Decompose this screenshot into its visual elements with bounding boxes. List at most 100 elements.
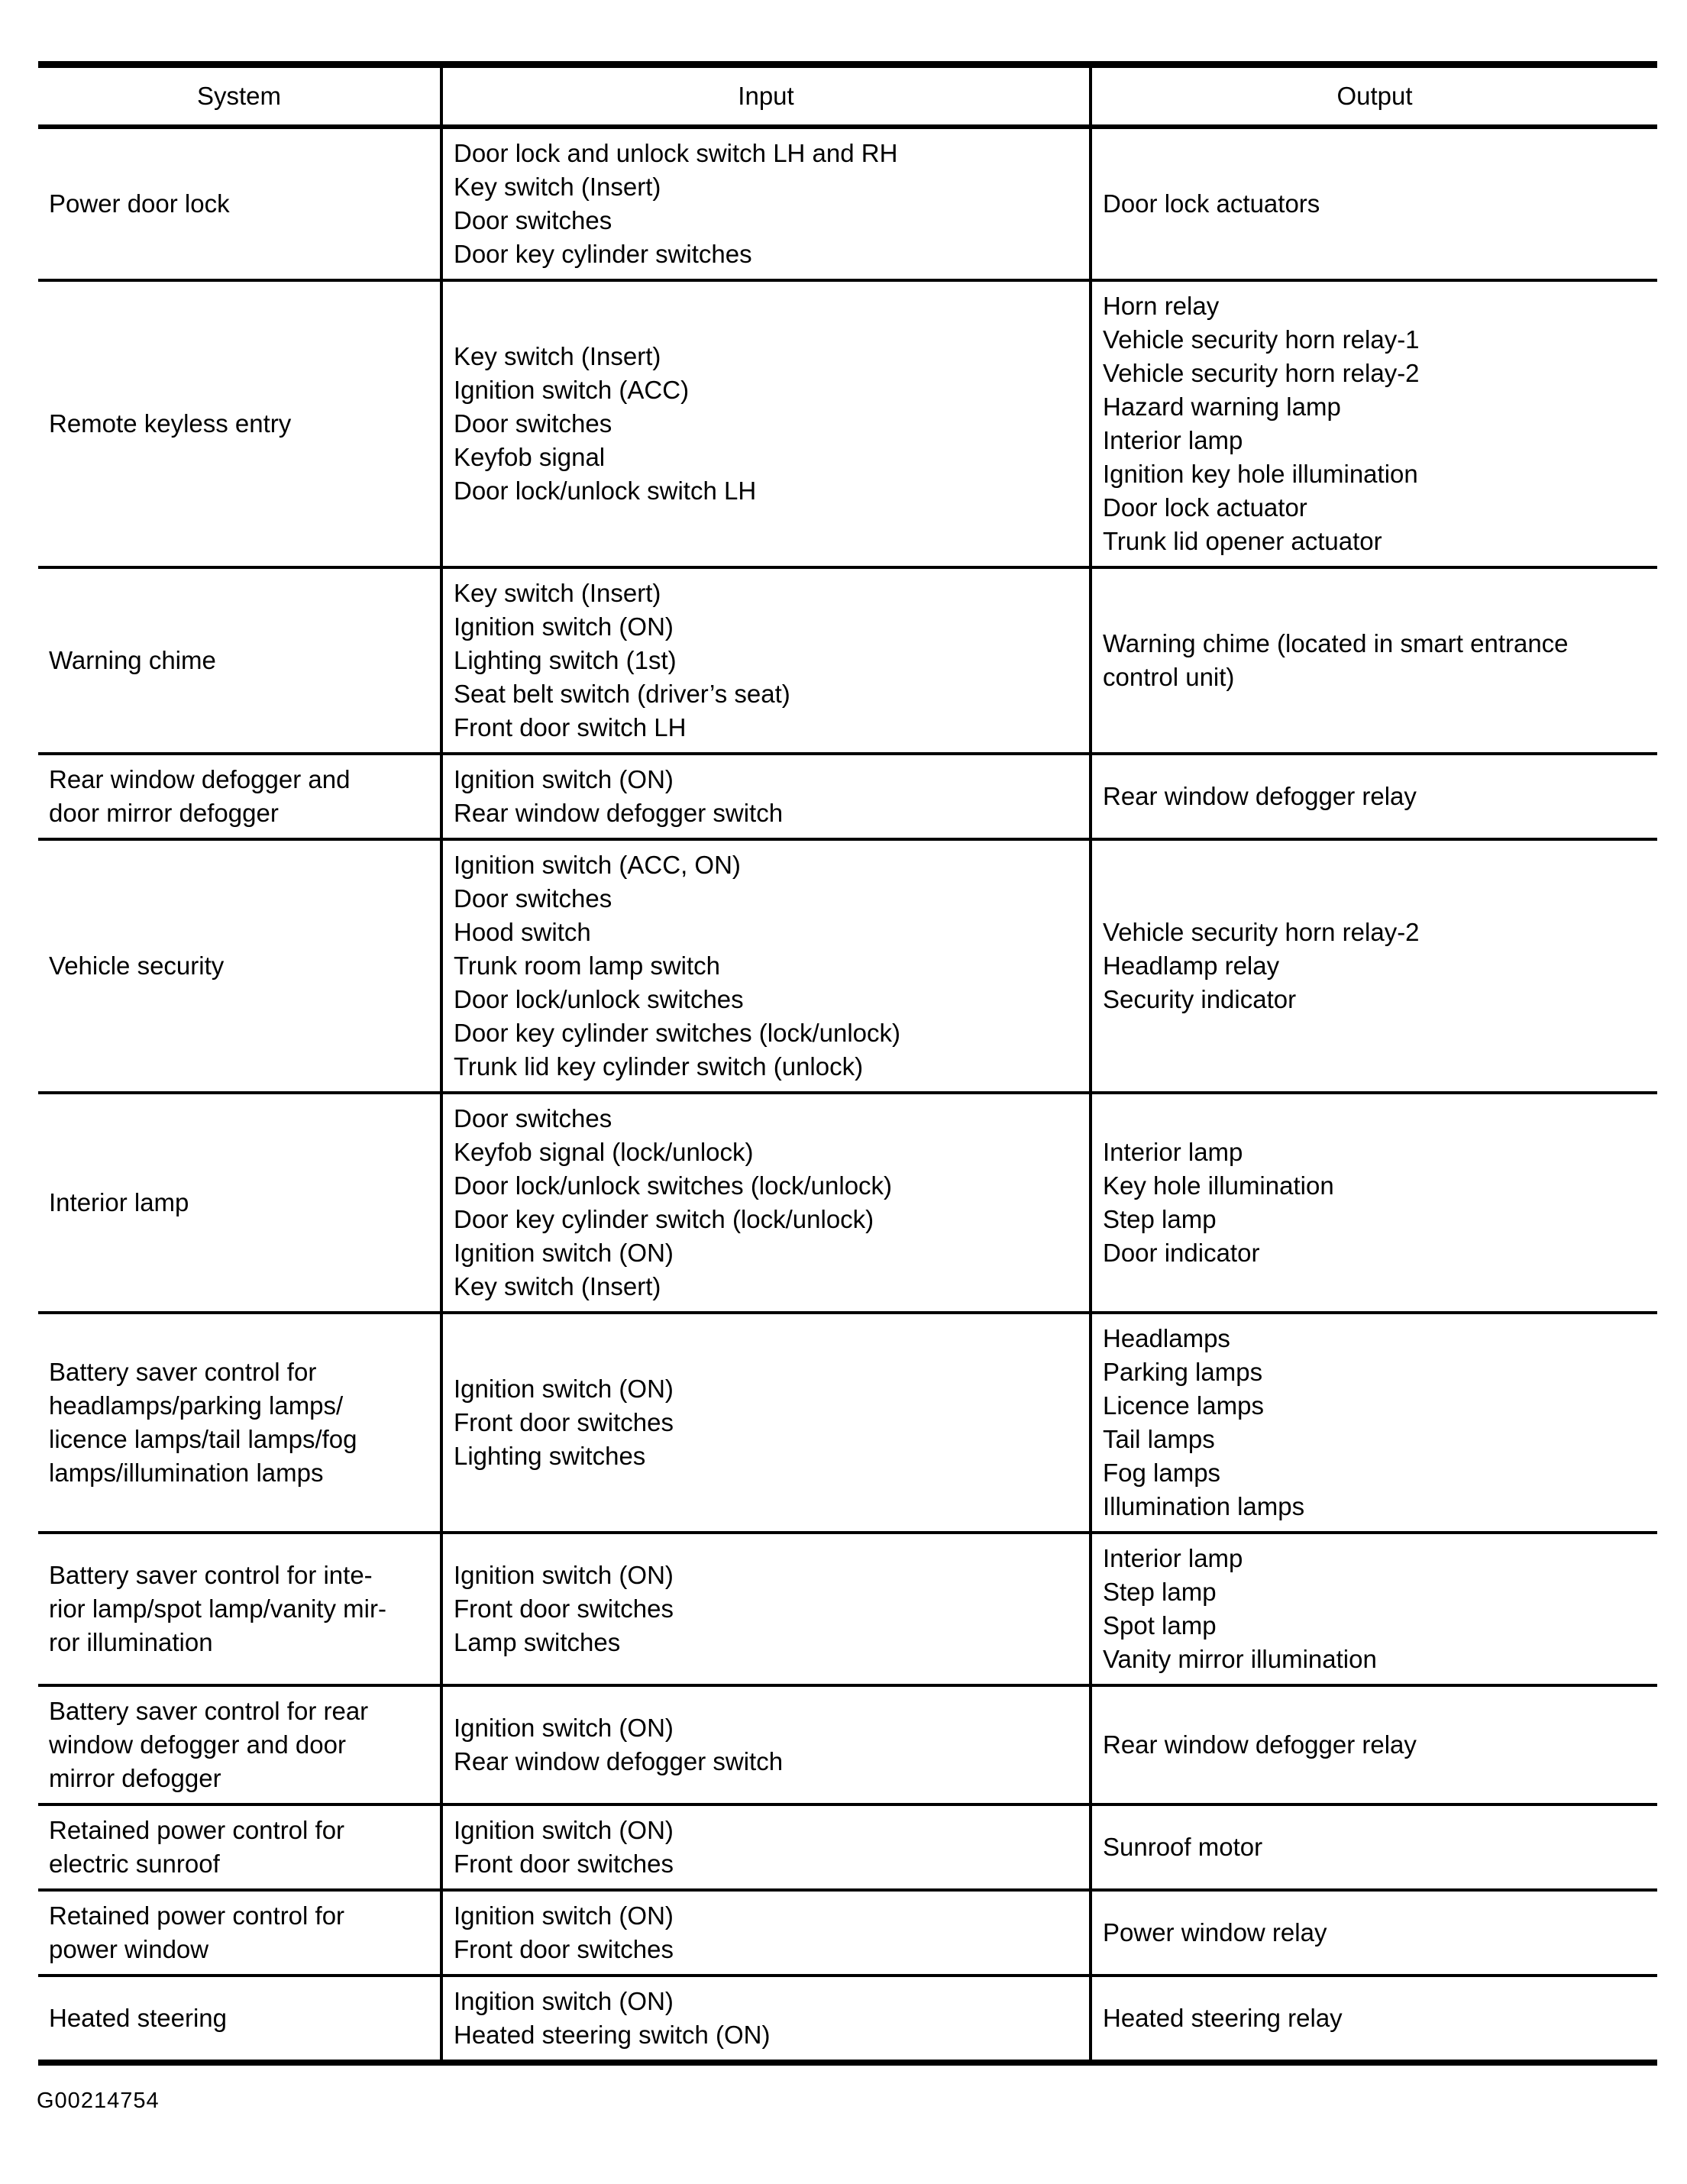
cell-line: rior lamp/spot lamp/vanity mir-: [49, 1594, 386, 1623]
output-cell: Vehicle security horn relay-2 Headlamp re…: [1089, 839, 1657, 1094]
table-row: Vehicle security Ignition switch (ACC, ON…: [38, 839, 1657, 1094]
cell-line: Warning chime (located in smart entrance: [1103, 629, 1569, 657]
cell-line: Door key cylinder switches (lock/unlock): [454, 1019, 901, 1047]
cell-line: Ignition switch (ON): [454, 1714, 674, 1742]
cell-line: Warning chime: [49, 646, 216, 674]
cell-line: Rear window defogger relay: [1103, 1730, 1417, 1759]
figure-id-label: G00214754: [37, 2089, 160, 2113]
cell-line: Remote keyless entry: [49, 409, 292, 438]
table-row: Interior lamp Door switches Keyfob signal …: [38, 1093, 1657, 1314]
input-cell: Key switch (Insert) Ignition switch (ON) L…: [440, 567, 1091, 755]
cell-line: Sunroof motor: [1103, 1833, 1263, 1861]
cell-line: Door switches: [454, 884, 612, 913]
output-cell: Horn relay Vehicle security horn relay-1 V…: [1089, 280, 1657, 569]
systems-table: System Input Output Power door lock Door …: [38, 61, 1657, 2066]
input-cell: Door lock and unlock switch LH and RH Key…: [440, 127, 1091, 282]
cell-line: Lamp switches: [454, 1628, 621, 1656]
cell-line: Door lock actuator: [1103, 493, 1307, 522]
cell-line: Ignition switch (ON): [454, 1239, 674, 1267]
cell-line: headlamps/parking lamps/: [49, 1391, 344, 1420]
cell-line: Retained power control for: [49, 1816, 345, 1844]
cell-line: Keyfob signal: [454, 443, 606, 471]
cell-line: Ignition key hole illumination: [1103, 460, 1418, 488]
cell-line: Door switches: [454, 1104, 612, 1132]
cell-line: Parking lamps: [1103, 1358, 1263, 1386]
system-cell: Heated steering: [38, 1976, 441, 2063]
cell-line: window defogger and door: [49, 1730, 346, 1759]
table-row: Rear window defogger and door mirror defo…: [38, 754, 1657, 841]
cell-line: Trunk room lamp switch: [454, 951, 721, 980]
input-cell: Ignition switch (ON) Front door switches L…: [440, 1533, 1091, 1687]
system-cell: Retained power control for electric sunro…: [38, 1804, 441, 1892]
output-cell: Door lock actuators: [1089, 127, 1657, 282]
cell-line: Licence lamps: [1103, 1391, 1264, 1420]
cell-line: Door switches: [454, 206, 612, 234]
table-row: Battery saver control for inte-rior lamp…: [38, 1533, 1657, 1687]
cell-line: Power window relay: [1103, 1918, 1327, 1947]
cell-line: Hood switch: [454, 918, 591, 946]
input-cell: Ignition switch (ON) Front door switches L…: [440, 1313, 1091, 1534]
table-row: Remote keyless entry Key switch (Insert) I…: [38, 280, 1657, 569]
system-cell: Rear window defogger and door mirror defo…: [38, 754, 441, 841]
output-cell: Sunroof motor: [1089, 1804, 1657, 1892]
input-cell: Ignition switch (ON) Front door switches: [440, 1890, 1091, 1977]
column-header-system: System: [38, 64, 441, 129]
cell-line: Step lamp: [1103, 1205, 1217, 1233]
cell-line: Ignition switch (ON): [454, 765, 674, 793]
cell-line: door mirror defogger: [49, 799, 279, 827]
cell-line: Battery saver control for: [49, 1358, 317, 1386]
cell-line: Ignition switch (ACC, ON): [454, 851, 741, 879]
cell-line: Door key cylinder switches: [454, 240, 752, 268]
cell-line: Door lock actuators: [1103, 189, 1320, 218]
cell-line: Battery saver control for inte-: [49, 1561, 373, 1589]
cell-line: Door lock/unlock switches: [454, 985, 744, 1013]
cell-line: Door lock/unlock switches (lock/unlock): [454, 1171, 893, 1200]
system-cell: Vehicle security: [38, 839, 441, 1094]
system-cell: Interior lamp: [38, 1093, 441, 1314]
cell-line: Keyfob signal (lock/unlock): [454, 1138, 754, 1166]
table-header: System Input Output: [38, 64, 1657, 129]
cell-line: Retained power control for: [49, 1901, 345, 1930]
input-cell: Ignition switch (ON) Rear window defogger…: [440, 754, 1091, 841]
cell-line: Front door switches: [454, 1408, 674, 1436]
cell-line: ror illumination: [49, 1628, 213, 1656]
cell-line: Interior lamp: [1103, 1138, 1243, 1166]
cell-line: Interior lamp: [1103, 426, 1243, 454]
system-cell: Remote keyless entry: [38, 280, 441, 569]
cell-line: Key switch (Insert): [454, 173, 661, 201]
cell-line: Rear window defogger relay: [1103, 782, 1417, 810]
cell-line: Headlamp relay: [1103, 951, 1280, 980]
cell-line: Ignition switch (ON): [454, 1561, 674, 1589]
cell-line: Security indicator: [1103, 985, 1297, 1013]
cell-line: Seat belt switch (driver’s seat): [454, 680, 790, 708]
system-cell: Retained power control for power window: [38, 1890, 441, 1977]
cell-line: Ignition switch (ACC): [454, 376, 690, 404]
output-cell: Rear window defogger relay: [1089, 1685, 1657, 1806]
cell-line: Key hole illumination: [1103, 1171, 1334, 1200]
system-cell: Power door lock: [38, 127, 441, 282]
table-row: Retained power control for electric sunro…: [38, 1804, 1657, 1892]
cell-line: Interior lamp: [1103, 1544, 1243, 1572]
cell-line: Rear window defogger switch: [454, 799, 784, 827]
output-cell: Interior lamp Key hole illumination Step l…: [1089, 1093, 1657, 1314]
cell-line: Heated steering: [49, 2004, 227, 2032]
cell-line: Front door switches: [454, 1850, 674, 1878]
table-row: Power door lock Door lock and unlock swit…: [38, 127, 1657, 282]
column-header-output: Output: [1089, 64, 1657, 129]
input-cell: Ignition switch (ON) Rear window defogger…: [440, 1685, 1091, 1806]
table-row: Retained power control for power window Ig…: [38, 1890, 1657, 1977]
cell-line: Key switch (Insert): [454, 1272, 661, 1300]
input-cell: Ignition switch (ON) Front door switches: [440, 1804, 1091, 1892]
cell-line: Front door switch LH: [454, 713, 687, 741]
cell-line: Door indicator: [1103, 1239, 1260, 1267]
cell-line: Headlamps: [1103, 1324, 1230, 1352]
system-cell: Battery saver control for inte-rior lamp…: [38, 1533, 441, 1687]
cell-line: Heated steering switch (ON): [454, 2021, 771, 2049]
cell-line: Lighting switches: [454, 1442, 646, 1470]
cell-line: power window: [49, 1935, 209, 1963]
output-cell: Heated steering relay: [1089, 1976, 1657, 2063]
system-cell: Battery saver control for headlamps/parki…: [38, 1313, 441, 1534]
cell-line: Key switch (Insert): [454, 342, 661, 370]
system-cell: Battery saver control for rear window def…: [38, 1685, 441, 1806]
